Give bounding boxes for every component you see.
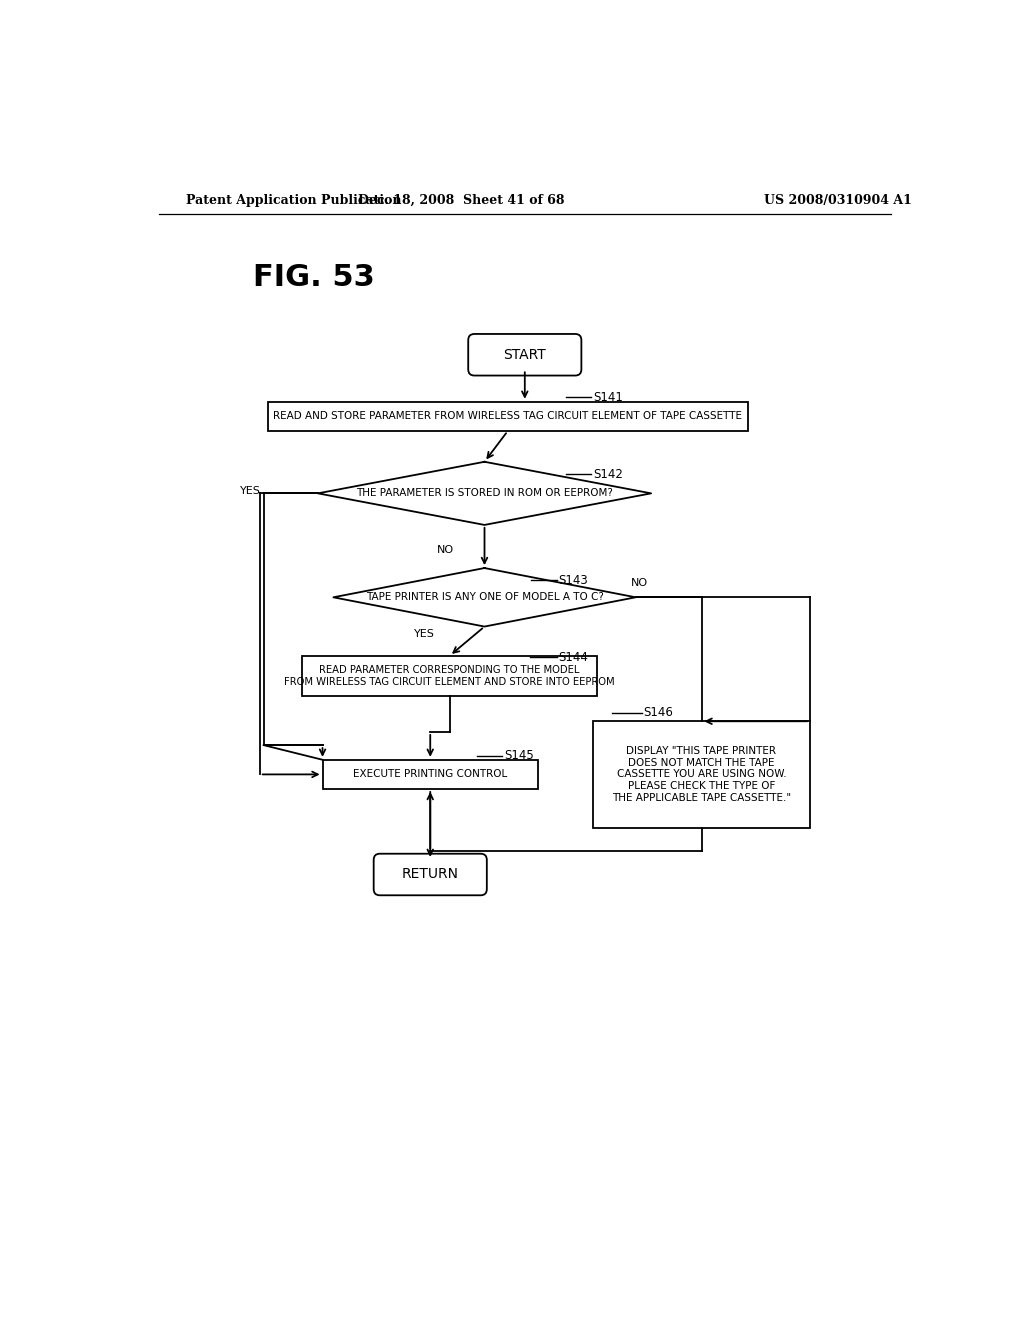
Text: YES: YES	[240, 486, 261, 496]
Polygon shape	[334, 568, 636, 627]
Text: S143: S143	[558, 574, 588, 587]
Text: READ PARAMETER CORRESPONDING TO THE MODEL
FROM WIRELESS TAG CIRCUIT ELEMENT AND : READ PARAMETER CORRESPONDING TO THE MODE…	[285, 665, 615, 686]
Bar	[302, 656, 597, 696]
Text: S145: S145	[504, 750, 534, 763]
Text: S142: S142	[593, 467, 623, 480]
Text: NO: NO	[437, 545, 455, 554]
Text: Dec. 18, 2008  Sheet 41 of 68: Dec. 18, 2008 Sheet 41 of 68	[358, 194, 564, 207]
FancyBboxPatch shape	[374, 854, 486, 895]
Text: YES: YES	[415, 630, 435, 639]
Text: US 2008/0310904 A1: US 2008/0310904 A1	[764, 194, 911, 207]
Text: NO: NO	[631, 578, 648, 589]
Text: S144: S144	[558, 651, 588, 664]
Text: TAPE PRINTER IS ANY ONE OF MODEL A TO C?: TAPE PRINTER IS ANY ONE OF MODEL A TO C?	[366, 593, 603, 602]
Text: Patent Application Publication: Patent Application Publication	[186, 194, 401, 207]
Text: S146: S146	[643, 706, 673, 719]
Text: START: START	[504, 347, 546, 362]
Text: READ AND STORE PARAMETER FROM WIRELESS TAG CIRCUIT ELEMENT OF TAPE CASSETTE: READ AND STORE PARAMETER FROM WIRELESS T…	[273, 412, 742, 421]
Polygon shape	[317, 462, 651, 525]
Text: THE PARAMETER IS STORED IN ROM OR EEPROM?: THE PARAMETER IS STORED IN ROM OR EEPROM…	[356, 488, 613, 499]
Text: S141: S141	[593, 391, 623, 404]
Bar	[323, 760, 538, 789]
Text: EXECUTE PRINTING CONTROL: EXECUTE PRINTING CONTROL	[353, 770, 507, 779]
Text: FIG. 53: FIG. 53	[253, 263, 375, 292]
FancyBboxPatch shape	[468, 334, 582, 376]
Bar	[593, 721, 810, 828]
Text: DISPLAY "THIS TAPE PRINTER
DOES NOT MATCH THE TAPE
CASSETTE YOU ARE USING NOW.
P: DISPLAY "THIS TAPE PRINTER DOES NOT MATC…	[612, 746, 792, 803]
Text: RETURN: RETURN	[401, 867, 459, 882]
Bar	[267, 401, 748, 430]
